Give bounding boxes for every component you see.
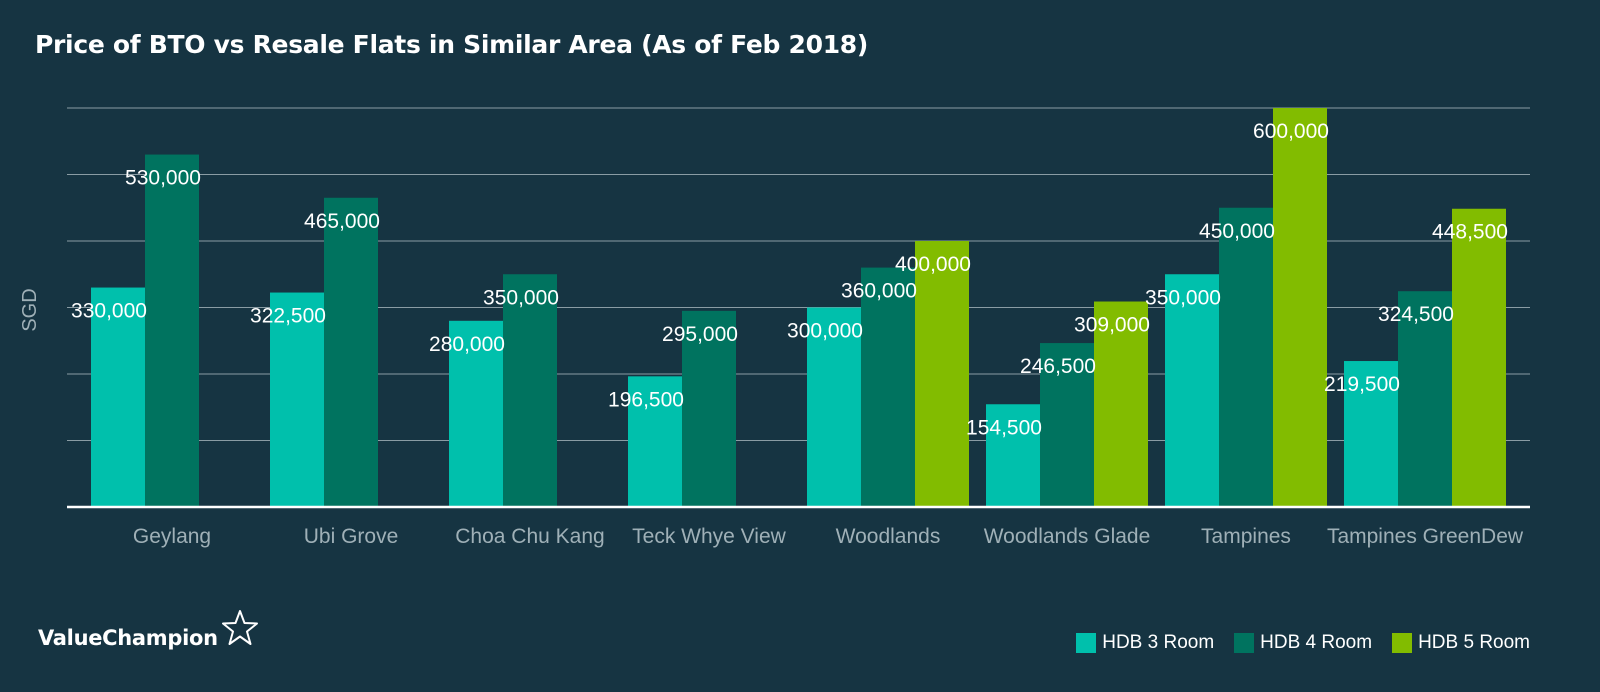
x-tick-label: Woodlands Glade <box>984 525 1151 548</box>
y-axis-label: SGD <box>19 288 41 331</box>
legend-label: HDB 3 Room <box>1102 632 1215 653</box>
data-label: 154,500 <box>966 416 1042 439</box>
data-label: 219,500 <box>1324 373 1400 396</box>
bar <box>1452 208 1506 507</box>
bar <box>915 241 969 507</box>
bar <box>1165 274 1219 507</box>
x-tick-label: Tampines <box>1201 525 1291 548</box>
bar <box>91 287 145 507</box>
legend-item-hdb-3-room: HDB 3 Room <box>1076 632 1214 654</box>
bar <box>1219 207 1273 507</box>
bar <box>503 274 557 507</box>
bar <box>986 404 1040 507</box>
bar <box>682 310 736 507</box>
x-tick-label: Tampines GreenDew <box>1327 525 1524 548</box>
data-label: 350,000 <box>483 286 559 309</box>
data-label: 400,000 <box>895 253 971 276</box>
bar <box>628 376 682 507</box>
data-label: 300,000 <box>787 320 863 343</box>
bar <box>449 320 503 507</box>
data-label: 360,000 <box>841 280 917 303</box>
data-label: 246,500 <box>1020 355 1096 378</box>
bar <box>1040 343 1094 507</box>
x-tick-label: Choa Chu Kang <box>455 525 604 548</box>
brand-logo: ValueChampion <box>38 610 260 653</box>
data-label: 330,000 <box>71 300 147 323</box>
bar <box>270 292 324 507</box>
bar <box>1094 301 1148 507</box>
data-label: 450,000 <box>1199 220 1275 243</box>
bar <box>1273 108 1327 507</box>
x-tick-label: Geylang <box>133 525 211 548</box>
bar <box>324 197 378 507</box>
brand-name: ValueChampion <box>38 625 218 650</box>
data-label: 324,500 <box>1378 303 1454 326</box>
data-label: 530,000 <box>125 167 201 190</box>
legend-swatch <box>1392 633 1413 653</box>
x-tick-label: Woodlands <box>836 525 941 548</box>
legend-swatch <box>1076 633 1097 653</box>
bar <box>145 154 199 508</box>
data-label: 280,000 <box>429 333 505 356</box>
chart-legend: HDB 3 Room HDB 4 Room HDB 5 Room <box>1056 632 1530 654</box>
legend-item-hdb-5-room: HDB 5 Room <box>1392 632 1530 654</box>
x-tick-label: Teck Whye View <box>632 525 786 548</box>
bar <box>807 307 861 507</box>
data-label: 350,000 <box>1145 286 1221 309</box>
data-label: 600,000 <box>1253 120 1329 143</box>
bar <box>861 267 915 507</box>
x-tick-label: Ubi Grove <box>304 525 399 548</box>
legend-item-hdb-4-room: HDB 4 Room <box>1234 632 1372 654</box>
data-label: 322,500 <box>250 305 326 328</box>
bar <box>1398 291 1452 507</box>
legend-label: HDB 5 Room <box>1418 632 1530 653</box>
star-outline-icon <box>220 608 260 653</box>
data-label: 196,500 <box>608 388 684 411</box>
bar <box>1344 361 1398 507</box>
data-label: 448,500 <box>1432 221 1508 244</box>
chart-title: Price of BTO vs Resale Flats in Similar … <box>35 30 869 59</box>
data-label: 309,000 <box>1074 314 1150 337</box>
data-label: 465,000 <box>304 210 380 233</box>
data-label: 295,000 <box>662 323 738 346</box>
legend-swatch <box>1234 633 1255 653</box>
legend-label: HDB 4 Room <box>1260 632 1373 653</box>
